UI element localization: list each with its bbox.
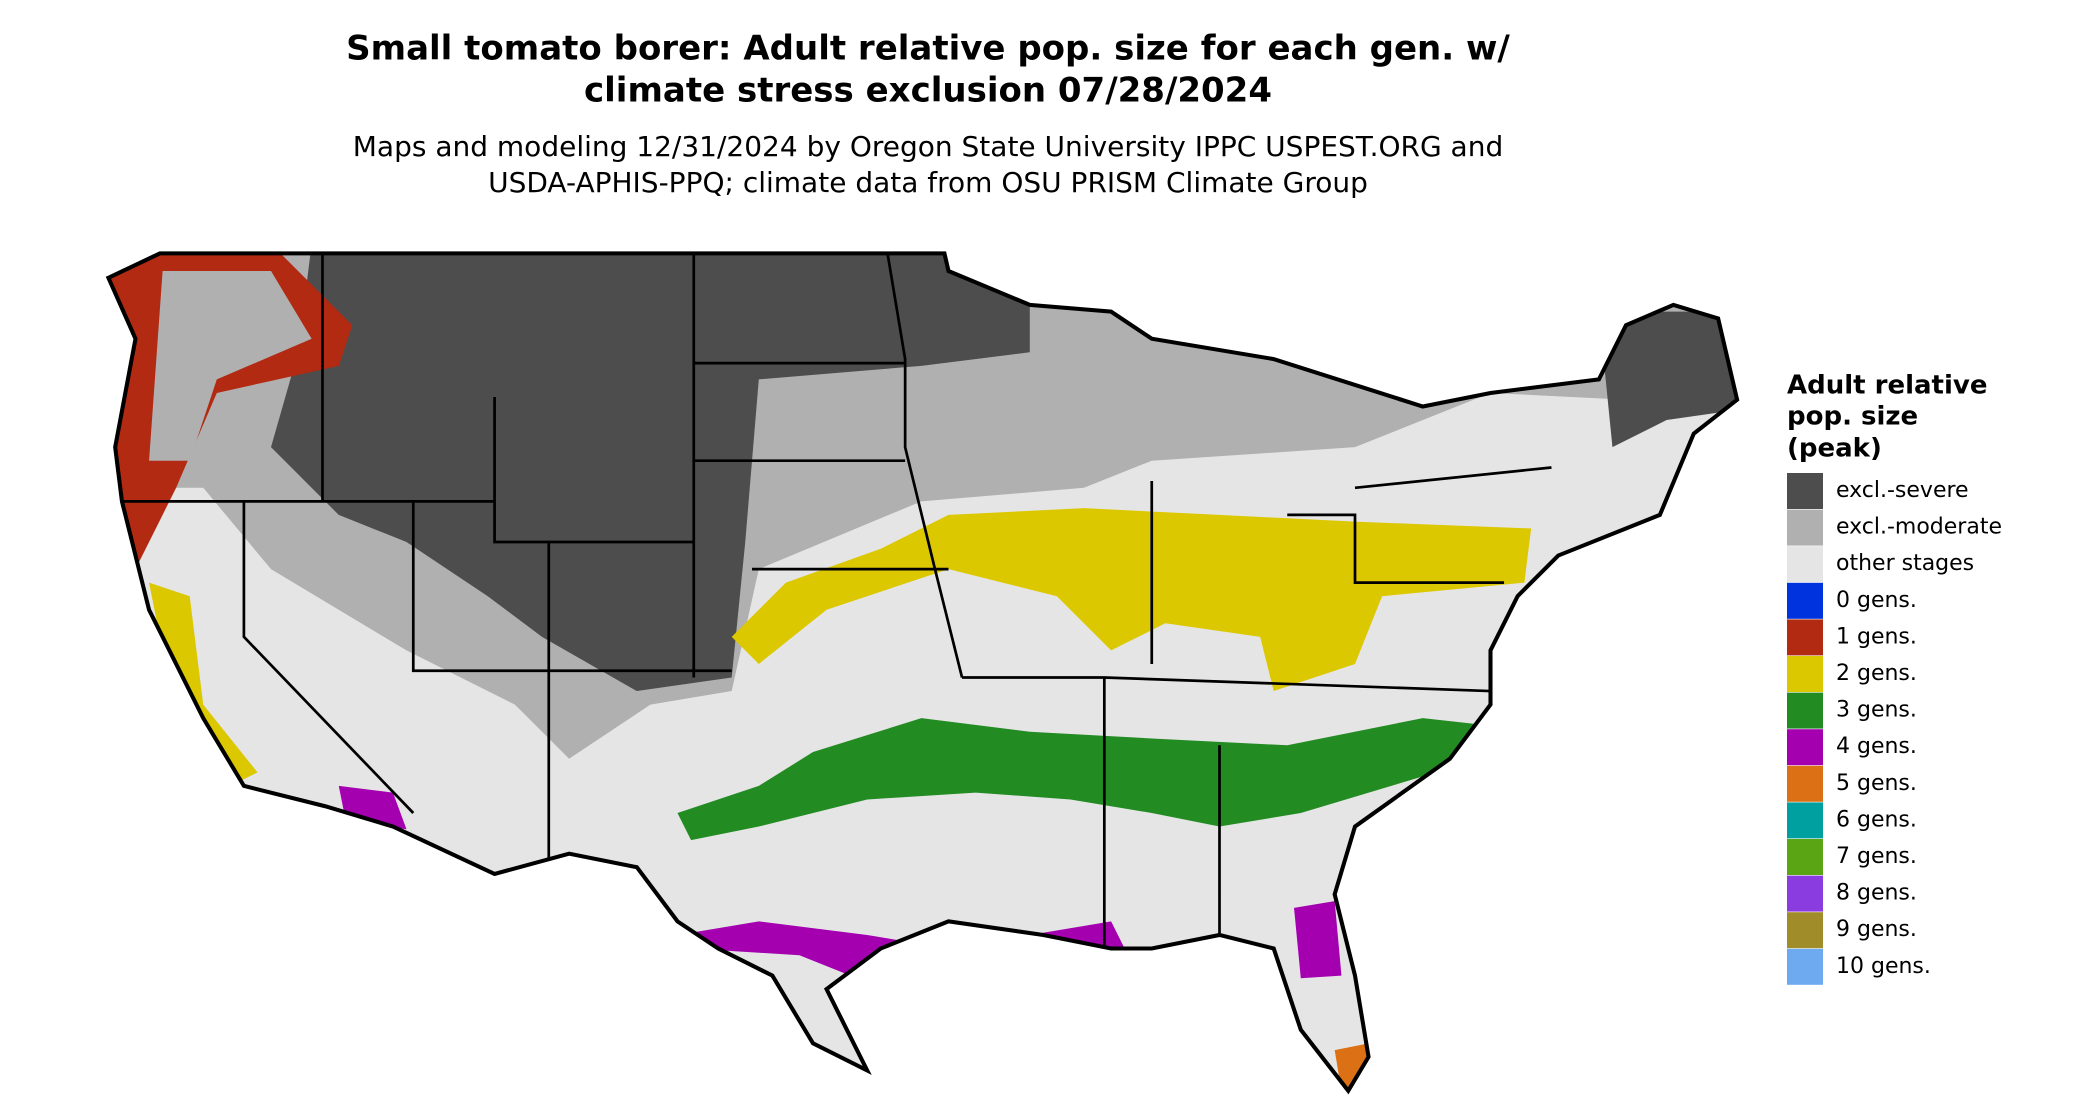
legend-label: 5 gens.	[1836, 771, 1917, 796]
legend-swatch	[1787, 692, 1823, 729]
legend-title: (peak)	[1787, 434, 1882, 464]
legend-label: other stages	[1836, 551, 1974, 576]
legend-swatch	[1787, 948, 1823, 985]
legend-swatch	[1787, 765, 1823, 802]
legend-title: pop. size	[1787, 402, 1918, 432]
legend-swatch	[1787, 729, 1823, 766]
legend-label: 7 gens.	[1836, 844, 1917, 869]
legend-swatch	[1787, 875, 1823, 912]
region-fill	[149, 582, 258, 786]
region-fill	[149, 271, 312, 461]
legend-swatch	[1787, 582, 1823, 619]
region-fill	[271, 253, 1030, 692]
legend-swatch	[1787, 656, 1823, 692]
legend-label: excl.-moderate	[1836, 515, 2002, 540]
legend-label: 8 gens.	[1836, 881, 1917, 906]
title-line: Small tomato borer: Adult relative pop. …	[346, 29, 1510, 69]
title-line: climate stress exclusion 07/28/2024	[584, 71, 1272, 111]
legend-label: 1 gens.	[1836, 624, 1917, 649]
map	[81, 244, 1761, 1111]
legend-swatch	[1787, 619, 1823, 656]
legend-label: 2 gens.	[1836, 661, 1917, 686]
legend-label: 9 gens.	[1836, 917, 1917, 942]
legend-swatch	[1787, 912, 1823, 949]
legend-label: excl.-severe	[1836, 478, 1969, 503]
legend-swatch	[1787, 802, 1823, 839]
region-fill	[677, 718, 1484, 841]
legend-swatch	[1787, 473, 1823, 509]
legend-swatch	[1787, 546, 1823, 583]
legend-title: Adult relative	[1787, 371, 1987, 401]
region-fill	[1294, 901, 1342, 979]
legend-label: 0 gens.	[1836, 588, 1917, 613]
legend-label: 6 gens.	[1836, 807, 1917, 832]
legend: excl.-severe excl.-moderate other stages 0 …	[1787, 473, 2002, 985]
legend-label: 10 gens.	[1836, 954, 1931, 979]
subtitle-line: Maps and modeling 12/31/2024 by Oregon S…	[353, 130, 1504, 163]
legend-swatch	[1787, 509, 1823, 546]
legend-label: 3 gens.	[1836, 698, 1917, 723]
legend-label: 4 gens.	[1836, 734, 1917, 759]
region-fill	[1598, 311, 1738, 448]
state-borders	[121, 253, 1552, 949]
subtitle-line: USDA-APHIS-PPQ; climate data from OSU PR…	[488, 166, 1368, 199]
legend-swatch	[1787, 839, 1823, 875]
